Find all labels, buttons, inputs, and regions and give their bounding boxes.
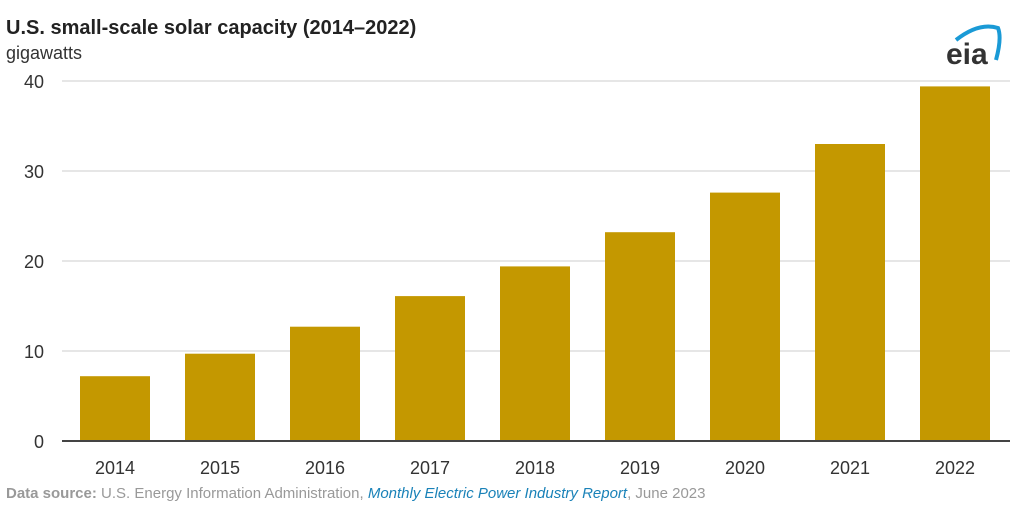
x-tick-label: 2017 xyxy=(410,458,450,478)
bar-2022 xyxy=(920,86,990,442)
bar-2014 xyxy=(80,376,150,441)
y-tick-label: 30 xyxy=(24,162,44,182)
y-tick-label: 0 xyxy=(34,432,44,452)
source-report-link[interactable]: Monthly Electric Power Industry Report xyxy=(367,485,628,502)
x-tick-label: 2016 xyxy=(305,458,345,478)
eia-logo: eia xyxy=(946,24,1002,68)
x-tick-label: 2015 xyxy=(200,458,240,478)
source-date: , June 2023 xyxy=(627,485,706,502)
y-axis-unit: gigawatts xyxy=(6,43,83,63)
x-tick-label: 2018 xyxy=(515,458,555,478)
bar-2017 xyxy=(395,296,465,441)
bar-2016 xyxy=(290,326,360,441)
y-tick-label: 20 xyxy=(24,252,44,272)
svg-text:eia: eia xyxy=(946,38,988,68)
source-text: U.S. Energy Information Administration, xyxy=(96,485,368,502)
bar-2021 xyxy=(815,144,885,441)
bar-2018 xyxy=(500,266,570,441)
x-tick-label: 2021 xyxy=(830,458,870,478)
bar-2020 xyxy=(710,192,780,441)
source-label: Data source: xyxy=(6,485,97,502)
x-tick-label: 2020 xyxy=(725,458,765,478)
x-tick-label: 2019 xyxy=(620,458,660,478)
chart-title: U.S. small-scale solar capacity (2014–20… xyxy=(6,17,417,39)
bar-2015 xyxy=(185,353,255,441)
bar-chart: 0 10 20 30 40 2014 2015 2016 2017 2018 2019 2020 202… xyxy=(24,72,1010,478)
y-tick-label: 10 xyxy=(24,342,44,362)
x-tick-label: 2022 xyxy=(935,458,975,478)
y-tick-label: 40 xyxy=(24,72,44,92)
data-source: Data source: U.S. Energy Information Adm… xyxy=(6,485,706,502)
x-tick-label: 2014 xyxy=(95,458,135,478)
bar-2019 xyxy=(605,232,675,441)
